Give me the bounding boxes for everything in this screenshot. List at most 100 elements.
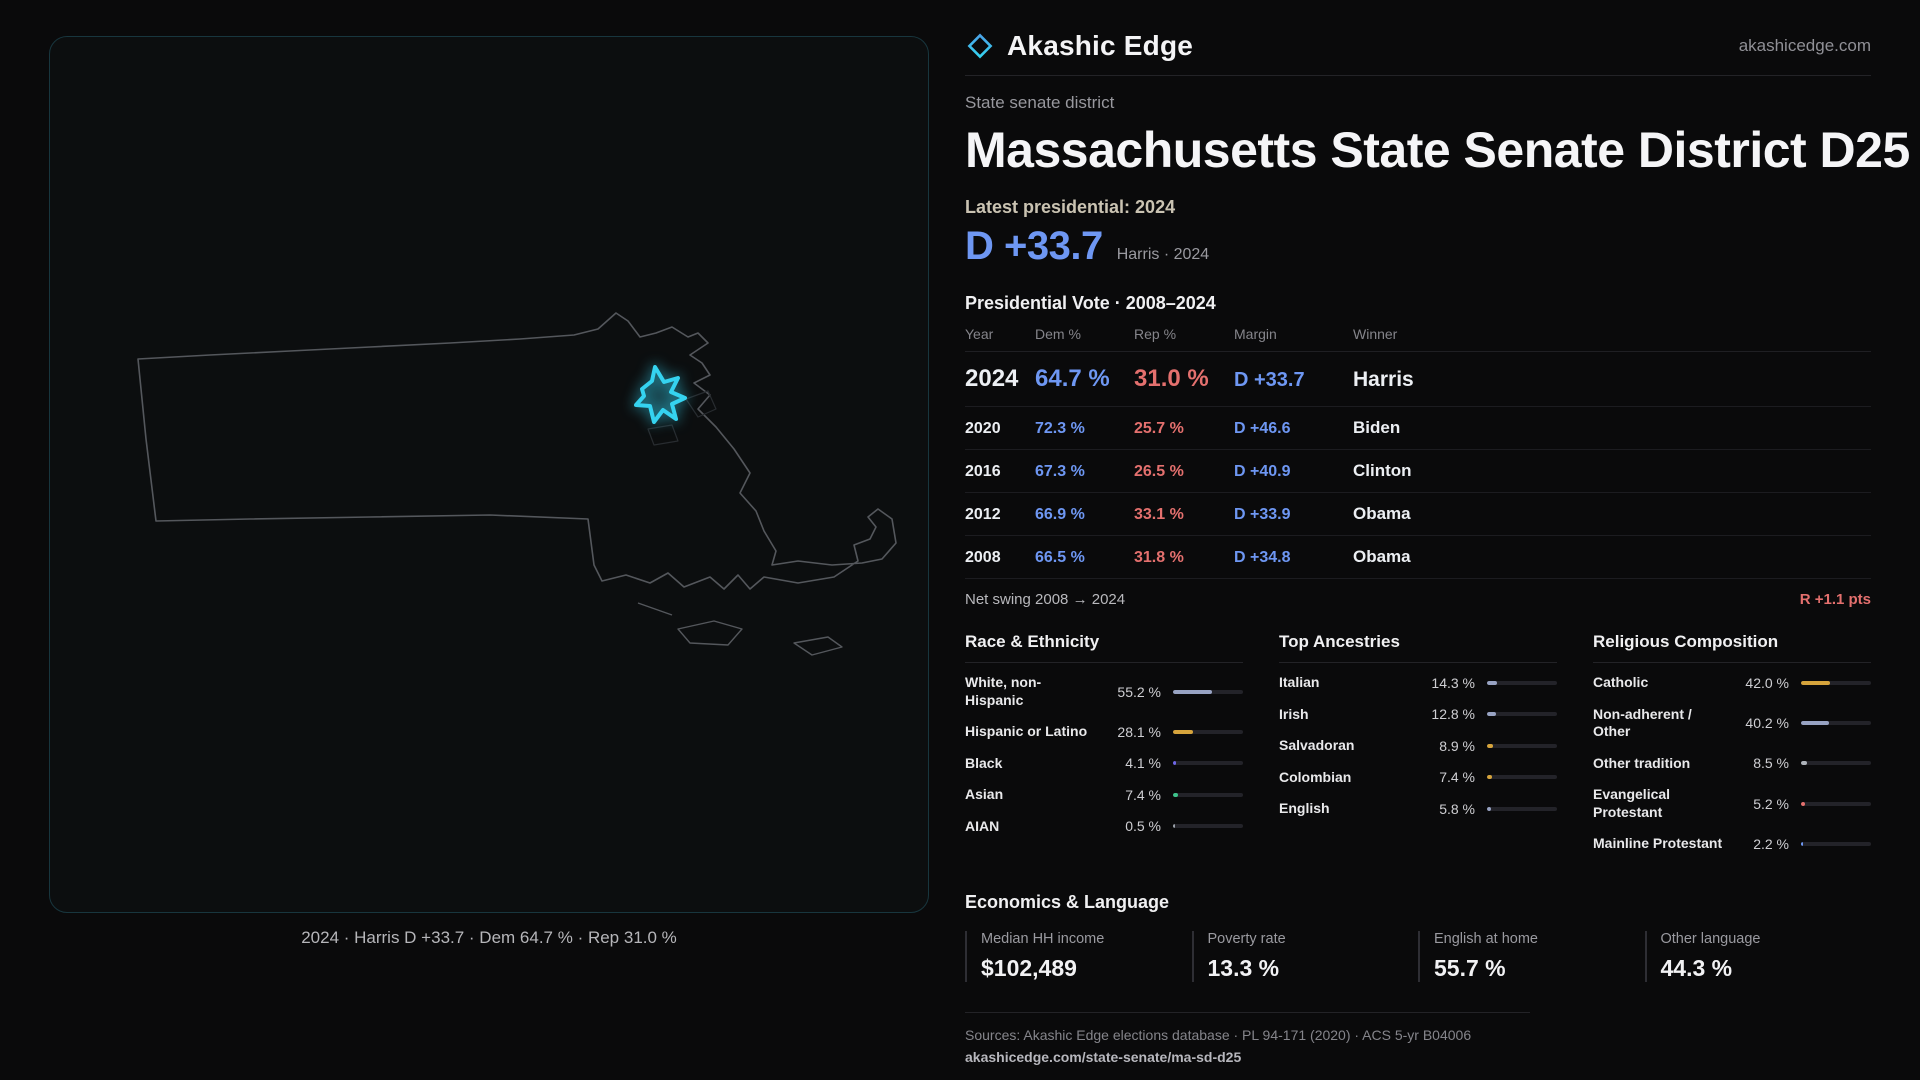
religious-composition-group: Religious Composition Catholic 42.0 % Non-… (1593, 632, 1871, 860)
marthas-vineyard-outline (677, 620, 743, 646)
cell-year: 2008 (965, 549, 1001, 566)
permalink: akashicedge.com/state-senate/ma-sd-d25 (965, 1048, 1242, 1065)
demo-row-bar-fill (1173, 689, 1212, 694)
demo-row-label: Mainline Protestant (1593, 835, 1723, 851)
cell-margin: D +40.9 (1234, 463, 1291, 480)
latest-presidential-label: Latest presidential: 2024 (965, 197, 1176, 217)
headline-margin-value: D +33.7 (965, 224, 1103, 268)
demo-row-bar (1173, 824, 1243, 829)
demo-row-value: 5.2 % (1753, 795, 1789, 812)
vote-table-header: Year Dem % Rep % Margin Winner (965, 326, 1871, 352)
demo-row-label: Irish (1279, 705, 1309, 722)
demo-row: Other tradition 8.5 % (1593, 748, 1871, 780)
demo-row-bar-fill (1487, 806, 1491, 811)
demo-row-bar (1173, 792, 1243, 797)
akashic-edge-logo-icon (965, 31, 995, 61)
demo-row-bar-fill (1487, 712, 1496, 717)
cell-rep-pct: 25.7 % (1134, 420, 1184, 437)
demo-row-value: 55.2 % (1117, 683, 1161, 700)
demo-row-value: 7.4 % (1439, 769, 1475, 786)
demo-row-label: AIAN (965, 817, 1000, 834)
report-content: Akashic Edge akashicedge.com State senat… (965, 0, 1910, 1065)
elizabeth-islands-outline (637, 602, 673, 616)
demo-row: AIAN 0.5 % (965, 811, 1243, 843)
demo-row-label: Colombian (1279, 768, 1352, 785)
vote-row-2016: 2016 67.3 % 26.5 % D +40.9 Clinton (965, 450, 1871, 493)
demo-row-label: Black (965, 754, 1003, 771)
top-ancestries-group: Top Ancestries Italian 14.3 % Irish 12.8 % S… (1279, 632, 1557, 860)
cell-year: 2016 (965, 463, 1001, 480)
demo-row-value: 12.8 % (1431, 706, 1475, 723)
cell-winner: Biden (1353, 418, 1401, 437)
demo-row-value: 4.1 % (1125, 755, 1161, 772)
demo-row-label: White, non-Hispanic (965, 674, 1042, 708)
demo-row-bar-fill (1801, 680, 1830, 685)
stat-poverty-rate: Poverty rate 13.3 % (1191, 930, 1419, 982)
demo-row-label: Asian (965, 786, 1004, 802)
column-header-dem: Dem % (1035, 326, 1081, 342)
demo-row: Evangelical Protestant 5.2 % (1593, 779, 1871, 828)
demo-row-label: Italian (1279, 674, 1320, 690)
brand-name: Akashic Edge (1007, 30, 1194, 61)
cell-dem-pct: 66.5 % (1035, 549, 1085, 566)
brand-header: Akashic Edge akashicedge.com (965, 30, 1871, 62)
group-rows: Catholic 42.0 % Non-adherent / Other 40.2 %… (1593, 667, 1871, 860)
demo-row-value: 14.3 % (1431, 674, 1475, 691)
stat-label: Poverty rate (1207, 930, 1286, 947)
stat-value: 13.3 % (1207, 954, 1280, 981)
group-title: Race & Ethnicity (965, 632, 1243, 663)
cell-year: 2012 (965, 506, 1001, 523)
demo-row-value: 2.2 % (1753, 835, 1789, 852)
demo-row: Black 4.1 % (965, 748, 1243, 780)
demo-row-value: 8.9 % (1439, 737, 1475, 754)
stat-value: $102,489 (981, 954, 1077, 981)
demo-row: Asian 7.4 % (965, 779, 1243, 811)
demo-row-bar (1173, 761, 1243, 766)
cell-margin: D +34.8 (1234, 549, 1291, 566)
demo-row-value: 40.2 % (1745, 715, 1789, 731)
economics-stats-row: Median HH income $102,489 Poverty rate 1… (965, 930, 1872, 982)
race-ethnicity-group: Race & Ethnicity White, non-Hispanic 55.2… (965, 632, 1243, 860)
cell-rep-pct: 31.8 % (1134, 549, 1184, 566)
massachusetts-outline (137, 312, 897, 590)
demo-row-bar-fill (1173, 792, 1178, 797)
group-rows: Italian 14.3 % Irish 12.8 % Salvadoran 8.9 % C… (1279, 667, 1557, 825)
footer-divider (965, 1011, 1530, 1013)
cell-margin: D +33.7 (1234, 369, 1305, 391)
vote-table-rows: 2024 64.7 % 31.0 % D +33.7 Harris 2020 72.3 % 2… (965, 352, 1871, 579)
nantucket-outline (793, 636, 843, 656)
sources-line: Sources: Akashic Edge elections database… (965, 1026, 1472, 1043)
neighbor-district-outline (685, 390, 717, 418)
neighbor-district-outline (647, 424, 679, 446)
brand-website: akashicedge.com (1738, 36, 1871, 55)
demo-row-label: Hispanic or Latino (965, 723, 1088, 739)
demo-row-bar (1801, 721, 1871, 725)
demo-row-value: 28.1 % (1117, 723, 1161, 740)
district-map-panel (49, 36, 929, 913)
cell-rep-pct: 26.5 % (1134, 463, 1184, 480)
vote-row-2012: 2012 66.9 % 33.1 % D +33.9 Obama (965, 493, 1871, 536)
demo-row-bar-fill (1487, 680, 1497, 685)
demo-row-value: 7.4 % (1125, 786, 1161, 803)
demo-row: Colombian 7.4 % (1279, 762, 1557, 794)
stat-other-language: Other language 44.3 % (1644, 930, 1872, 982)
cell-winner: Obama (1353, 547, 1411, 566)
massachusetts-map (137, 312, 897, 656)
demo-row-bar (1487, 775, 1557, 780)
vote-row-2020: 2020 72.3 % 25.7 % D +46.6 Biden (965, 407, 1871, 450)
cell-dem-pct: 66.9 % (1035, 506, 1085, 523)
cell-margin: D +33.9 (1234, 506, 1291, 523)
district-highlight-shape (634, 365, 687, 424)
demo-row-label: English (1279, 800, 1330, 816)
demo-row-value: 0.5 % (1125, 818, 1161, 835)
demo-row: Salvadoran 8.9 % (1279, 730, 1557, 762)
demo-row-bar (1801, 841, 1871, 846)
column-header-rep: Rep % (1134, 326, 1177, 342)
demo-row-bar (1801, 801, 1871, 806)
page-title: Massachusetts State Senate District D25 (965, 122, 1910, 178)
demo-row-label: Non-adherent / Other (1593, 705, 1692, 740)
header-divider (965, 75, 1871, 76)
vote-table-title: Presidential Vote · 2008–2024 (965, 293, 1216, 313)
group-title: Religious Composition (1593, 632, 1871, 663)
group-title: Top Ancestries (1279, 632, 1557, 663)
